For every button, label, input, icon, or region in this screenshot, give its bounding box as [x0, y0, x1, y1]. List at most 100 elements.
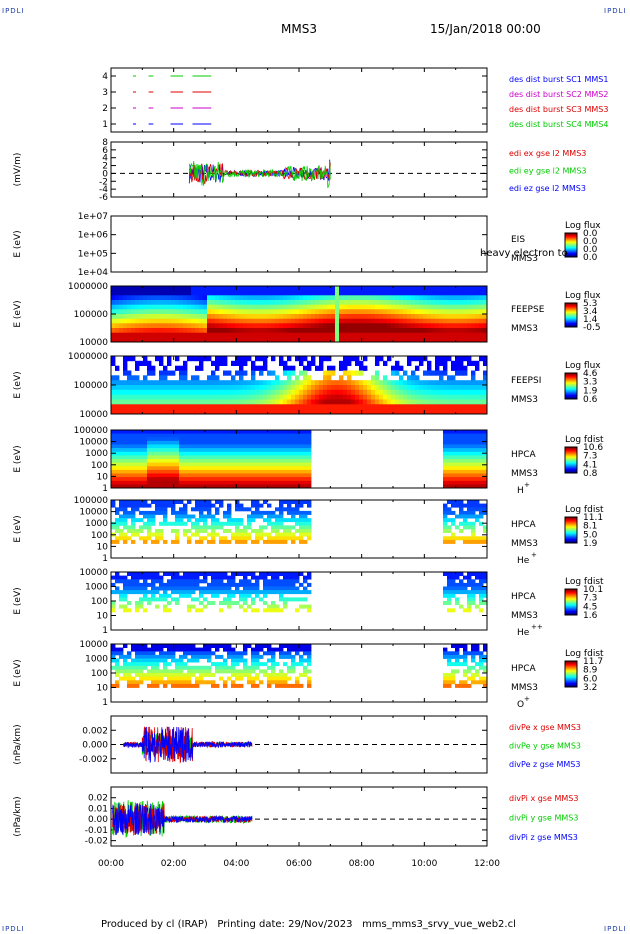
- hpca_h-cell: [215, 455, 220, 460]
- feepsi-colorbar-frame: [564, 372, 578, 400]
- hpca_hepp-spacecraft: MMS3: [511, 611, 538, 621]
- feepse-cell: [251, 290, 256, 296]
- hpca_hepp-cell: [455, 572, 460, 576]
- feepsi-cell: [443, 380, 448, 386]
- feepsi-cell: [367, 394, 372, 400]
- feepse-cell: [347, 309, 352, 315]
- feepse-cell: [367, 318, 372, 324]
- hpca_he-instrument: HPCA: [511, 520, 536, 530]
- hpca_h-cell: [459, 451, 464, 456]
- hpca_he-cell: [447, 525, 452, 530]
- feepse-cell: [323, 309, 328, 315]
- hpca_o-cell: [127, 669, 132, 674]
- hpca_o-cell: [183, 665, 188, 670]
- feepsi-cell: [155, 356, 160, 362]
- feepsi-cell: [251, 380, 256, 386]
- hpca_hepp-cell: [291, 572, 296, 576]
- feepse-cell: [235, 314, 240, 320]
- feepse-cell: [347, 295, 352, 301]
- feepse-ylabel: E (eV): [13, 300, 23, 327]
- hpca_h-cell: [199, 444, 204, 449]
- hpca_hepp-cell: [171, 582, 176, 587]
- hpca_h-cell: [443, 437, 448, 442]
- hpca_h-cell: [471, 451, 476, 456]
- feepse-colorbar-cell: [565, 324, 577, 326]
- hpca_h-cell: [159, 480, 164, 485]
- hpca_h-cell: [211, 459, 216, 463]
- hpca_o-cell: [179, 662, 184, 667]
- hpca_h-colorbar-cell: [565, 452, 577, 454]
- hpca_he-cell: [459, 503, 464, 508]
- feepsi-cell: [147, 360, 152, 366]
- hpca_he-cell: [443, 507, 448, 512]
- hpca_h-cell: [191, 430, 196, 434]
- feepse-cell: [239, 309, 244, 315]
- feepse-cell: [347, 318, 352, 324]
- feepsi-cell: [127, 399, 132, 405]
- hpca_h-cell: [235, 430, 240, 434]
- feepse-cell: [151, 323, 156, 329]
- hpca_o-cell: [159, 644, 164, 648]
- hpca_o-cell: [199, 647, 204, 652]
- feepse-cell: [267, 286, 272, 292]
- feepse-cell: [147, 332, 152, 338]
- hpca_h-cell: [475, 462, 480, 467]
- hpca_he-cell: [191, 521, 196, 526]
- feepse-cell: [139, 318, 144, 324]
- feepsi-colorbar-tick: 4.6: [583, 369, 598, 379]
- feepsi-cell: [319, 399, 324, 405]
- feepsi-cell: [383, 389, 388, 395]
- hpca_he-cell: [163, 539, 168, 544]
- feepse-cell: [183, 332, 188, 338]
- feepse-cell: [223, 337, 228, 343]
- hpca_hepp-cell: [283, 590, 288, 595]
- hpca_o-cell: [179, 665, 184, 670]
- hpca_h-cell: [307, 451, 312, 456]
- feepsi-cell: [219, 385, 224, 391]
- feepsi-cell: [359, 365, 364, 371]
- hpca_h-cell: [115, 477, 120, 482]
- feepsi-cell: [115, 375, 120, 381]
- feepsi-colorbar-cell: [565, 393, 577, 396]
- hpca_he-cell: [211, 536, 216, 541]
- hpca_o-cell: [471, 647, 476, 652]
- hpca_o-cell: [175, 683, 180, 688]
- hpca_hepp-cell: [239, 572, 244, 576]
- feepse-cell: [351, 332, 356, 338]
- hpca_hepp-cell: [267, 590, 272, 595]
- hpca_h-cell: [459, 473, 464, 478]
- hpca_o-cell: [283, 673, 288, 677]
- hpca_hepp-cell: [219, 590, 224, 595]
- feepse-cell: [247, 309, 252, 315]
- feepse-cell: [235, 295, 240, 301]
- hpca_hepp-cell: [155, 597, 160, 602]
- feepse-cell: [407, 286, 412, 292]
- feepsi-cell: [287, 380, 292, 386]
- feepsi-cell: [403, 399, 408, 405]
- feepse-cell: [395, 300, 400, 306]
- feepse-cell: [363, 337, 368, 343]
- hpca_hepp-cell: [119, 590, 124, 595]
- hpca_h-cell: [163, 433, 168, 438]
- hpca_o-cell: [243, 665, 248, 670]
- hpca_h-cell: [279, 484, 284, 489]
- hpca_o-cell: [191, 673, 196, 677]
- feepse-cell: [319, 300, 324, 306]
- hpca_o-cell: [259, 644, 264, 648]
- hpca_he-cell: [471, 514, 476, 519]
- feepse-cell: [295, 304, 300, 310]
- feepse-ytick-label: 1000000: [68, 282, 108, 292]
- hpca_he-cell: [475, 518, 480, 523]
- feepsi-cell: [415, 399, 420, 405]
- hpca_he-cell: [239, 529, 244, 533]
- hpca_o-cell: [227, 665, 232, 670]
- feepsi-cell: [247, 380, 252, 386]
- feepse-cell: [475, 323, 480, 329]
- feepsi-colorbar-cell: [565, 390, 577, 392]
- feepse-cell: [327, 323, 332, 329]
- hpca_h-cell: [151, 451, 156, 456]
- hpca_he-cell: [299, 518, 304, 523]
- hpca_he-cell: [235, 532, 240, 537]
- hpca_h-cell: [467, 455, 472, 460]
- feepse-cell: [375, 300, 380, 306]
